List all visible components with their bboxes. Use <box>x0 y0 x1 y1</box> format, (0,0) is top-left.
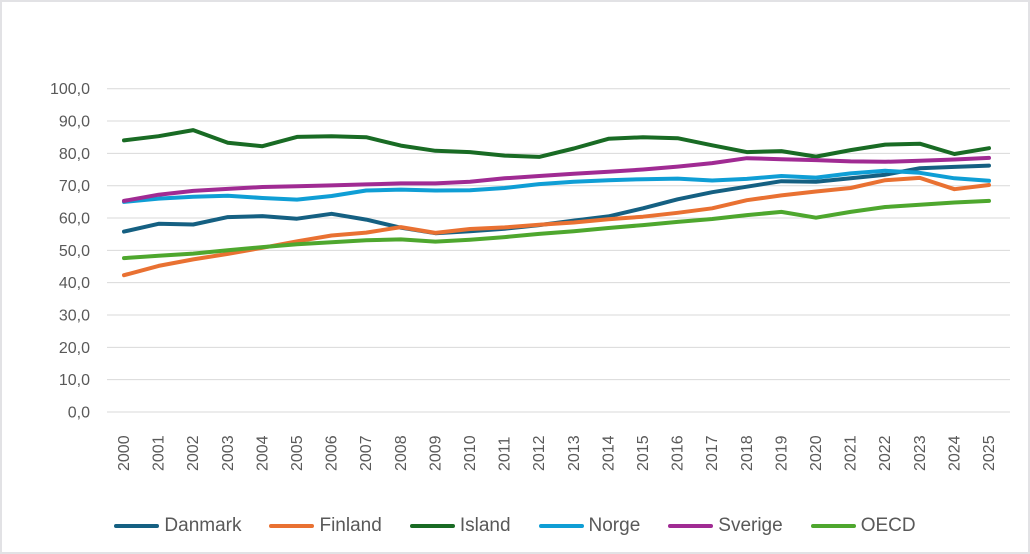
y-tick-label: 100,0 <box>50 81 90 98</box>
legend-swatch-norge <box>538 523 584 528</box>
y-tick-label: 20,0 <box>59 340 90 357</box>
x-tick-label: 2005 <box>289 435 306 471</box>
x-tick-label: 2019 <box>773 435 790 471</box>
series-line-norge <box>122 168 991 204</box>
legend-label: OECD <box>860 515 916 536</box>
legend-swatch-oecd <box>810 523 856 528</box>
legend-item-oecd: OECD <box>810 515 916 536</box>
legend-swatch-island <box>409 523 455 528</box>
y-tick-label: 80,0 <box>59 146 90 163</box>
x-tick-label: 2013 <box>566 435 583 471</box>
x-tick-label: 2016 <box>670 435 687 471</box>
x-tick-label: 2004 <box>254 435 271 471</box>
y-tick-label: 40,0 <box>59 275 90 292</box>
x-tick-label: 2021 <box>843 435 860 471</box>
x-tick-label: 2011 <box>497 436 514 471</box>
legend-label: Sverige <box>718 515 783 536</box>
x-tick-label: 2002 <box>185 435 202 471</box>
y-tick-label: 60,0 <box>59 211 90 228</box>
x-tick-label: 2022 <box>877 435 894 471</box>
y-tick-label: 30,0 <box>59 308 90 325</box>
legend-item-danmark: Danmark <box>114 516 241 535</box>
chart-legend: Danmark Finland Island Norge Sverige OECD <box>2 516 1028 535</box>
x-tick-label: 2017 <box>704 435 721 471</box>
x-tick-label: 2018 <box>739 435 756 471</box>
x-tick-label: 2015 <box>635 435 652 471</box>
legend-swatch-danmark <box>114 523 160 528</box>
x-tick-label: 2023 <box>912 435 929 471</box>
legend-swatch-sverige <box>668 523 714 528</box>
x-tick-label: 2001 <box>151 435 168 471</box>
legend-label: Norge <box>588 515 641 536</box>
legend-swatch-finland <box>269 523 315 528</box>
legend-item-norge: Norge <box>538 515 641 536</box>
legend-item-finland: Finland <box>269 515 382 536</box>
x-tick-label: 2025 <box>981 435 998 471</box>
x-tick-label: 2012 <box>531 435 548 471</box>
x-tick-label: 2009 <box>427 435 444 471</box>
x-tick-label: 2006 <box>324 435 341 471</box>
x-tick-label: 2020 <box>808 435 825 471</box>
x-tick-label: 2003 <box>220 435 237 471</box>
x-tick-label: 2000 <box>116 435 133 471</box>
y-tick-label: 50,0 <box>59 243 90 260</box>
series-line-island <box>122 128 991 159</box>
x-tick-label: 2008 <box>393 435 410 471</box>
legend-label: Danmark <box>164 515 242 536</box>
y-tick-label: 10,0 <box>59 372 90 389</box>
legend-item-sverige: Sverige <box>668 515 783 536</box>
x-tick-label: 2014 <box>600 435 617 471</box>
series-line-sverige <box>122 155 991 203</box>
y-tick-label: 70,0 <box>59 178 90 195</box>
legend-item-island: Island <box>409 515 511 536</box>
series-line-finland <box>122 175 991 278</box>
x-tick-label: 2024 <box>946 435 963 471</box>
x-tick-label: 2007 <box>358 435 375 471</box>
legend-label: Finland <box>319 515 382 536</box>
x-tick-label: 2010 <box>462 435 479 471</box>
series-line-oecd <box>122 198 991 261</box>
y-tick-label: 0,0 <box>68 405 90 422</box>
legend-label: Island <box>459 515 511 536</box>
y-tick-label: 90,0 <box>59 114 90 131</box>
